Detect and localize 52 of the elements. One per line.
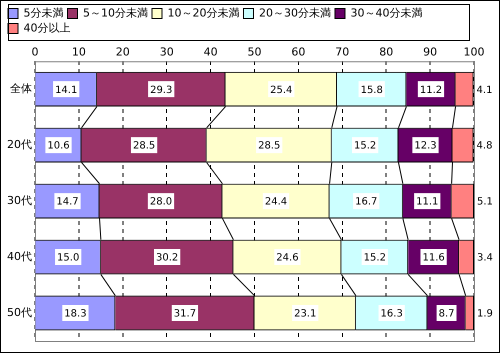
text: 28.5 <box>258 140 280 152</box>
y-tick-label: 20代 <box>6 138 32 151</box>
text: 28.5 <box>132 140 156 152</box>
legend-label: 30～40分未満 <box>350 6 422 20</box>
text: 28.0 <box>150 196 172 208</box>
text: 24.4 <box>264 196 288 208</box>
y-tick-label: 全体 <box>10 82 32 96</box>
text: 8.7 <box>438 308 455 320</box>
x-tick-label: 70 <box>335 45 350 58</box>
legend-label: 10～20分未満 <box>167 6 240 20</box>
text: 14.7 <box>56 196 79 208</box>
text: 11.2 <box>420 84 442 96</box>
text: 4.8 <box>476 140 492 152</box>
text: 4.1 <box>476 84 492 96</box>
text: 18.3 <box>64 308 87 320</box>
y-tick-label: 40代 <box>6 250 32 263</box>
text: 16.3 <box>380 308 403 320</box>
legend-label: 5分未満 <box>24 6 64 20</box>
x-tick-label: 0 <box>31 45 38 58</box>
text: 25.4 <box>270 84 292 96</box>
text: 15.8 <box>360 84 383 96</box>
x-tick-label: 30 <box>160 45 174 58</box>
text: 10.6 <box>47 140 70 152</box>
text: 30.2 <box>156 252 178 264</box>
x-tick-label: 90 <box>423 45 438 58</box>
x-tick-label: 50 <box>248 45 262 58</box>
text: 15.0 <box>57 252 80 264</box>
text: 31.7 <box>174 308 196 320</box>
text: 16.7 <box>355 196 378 208</box>
text: 23.1 <box>294 308 316 320</box>
text: 29.3 <box>150 84 172 96</box>
y-tick-label: 30代 <box>6 194 32 207</box>
text: 1.9 <box>477 308 493 320</box>
legend-label: 40分以上 <box>24 21 70 34</box>
text: 15.2 <box>364 252 386 264</box>
text: 5.1 <box>477 196 493 208</box>
legend-label: 20～30分未満 <box>258 6 331 20</box>
y-tick-label: 50代 <box>6 306 32 319</box>
x-tick-label: 20 <box>116 45 130 58</box>
text: 14.1 <box>55 84 78 96</box>
x-tick-label: 40 <box>204 45 218 58</box>
x-tick-label: 10 <box>72 45 86 58</box>
text: 24.6 <box>276 252 299 264</box>
legend-label: 5～10分未満 <box>83 6 148 20</box>
x-tick-label: 100 <box>464 45 484 58</box>
text: 11.6 <box>422 252 445 264</box>
x-tick-label: 60 <box>291 45 306 58</box>
x-tick-label: 80 <box>379 45 394 58</box>
text: 3.4 <box>477 252 493 264</box>
text: 11.1 <box>416 196 438 208</box>
text: 12.3 <box>414 140 437 152</box>
text: 15.2 <box>354 140 376 152</box>
